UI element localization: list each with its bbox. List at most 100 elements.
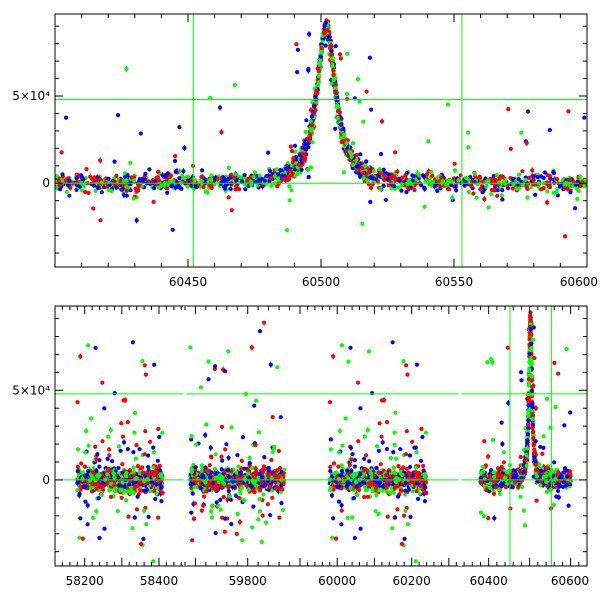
data-point (330, 56, 335, 62)
data-point (58, 183, 63, 188)
data-point (185, 174, 191, 179)
data-point (456, 178, 461, 183)
data-point (419, 484, 424, 489)
data-point (350, 515, 355, 520)
data-point (337, 52, 343, 57)
data-point (257, 509, 263, 514)
data-point (419, 426, 424, 431)
data-point (116, 475, 121, 480)
data-point (158, 184, 163, 189)
data-point (413, 465, 418, 470)
data-point (207, 463, 212, 468)
data-point (230, 479, 236, 484)
data-point (138, 488, 144, 493)
data-point (279, 483, 284, 488)
data-point (327, 400, 333, 405)
data-point (412, 187, 417, 193)
data-point (362, 484, 367, 489)
data-point (236, 464, 241, 469)
data-point (385, 177, 390, 182)
data-point (420, 434, 425, 440)
data-point (352, 464, 357, 469)
data-point (200, 465, 205, 470)
data-point (362, 456, 367, 461)
data-point (525, 109, 531, 114)
data-point (310, 123, 315, 128)
data-point (218, 507, 223, 512)
data-point (333, 536, 339, 541)
data-point (531, 174, 536, 179)
data-point (246, 471, 251, 476)
data-point (374, 480, 379, 485)
data-point (93, 178, 98, 183)
data-point (257, 173, 262, 178)
data-point (95, 291, 99, 295)
data-point (340, 443, 345, 448)
data-point (250, 525, 255, 530)
data-point (314, 91, 319, 96)
data-point (193, 465, 198, 470)
data-point (567, 177, 573, 182)
data-point (192, 501, 198, 506)
data-point (414, 362, 419, 367)
data-point (235, 511, 240, 516)
data-point (511, 182, 516, 187)
data-point (229, 468, 234, 474)
data-point (413, 559, 418, 564)
data-point (452, 161, 457, 166)
data-point (245, 468, 250, 473)
data-point (315, 83, 320, 88)
data-point (227, 475, 232, 480)
data-point (158, 472, 163, 477)
data-point (128, 160, 133, 165)
data-point (378, 186, 383, 192)
data-point (399, 541, 405, 547)
data-point (107, 447, 112, 452)
data-point (385, 514, 390, 519)
x-tick-label: 60450 (169, 275, 207, 289)
data-point (472, 171, 477, 176)
data-point (316, 68, 321, 73)
data-point (76, 479, 81, 485)
data-point (225, 177, 230, 182)
data-point (173, 154, 178, 159)
data-point (404, 363, 409, 368)
data-point (188, 482, 193, 487)
data-point (229, 425, 234, 430)
data-point (401, 359, 406, 364)
data-point (411, 477, 417, 482)
data-point (339, 522, 344, 527)
data-point (382, 173, 387, 178)
data-point (379, 434, 384, 439)
data-point (414, 489, 419, 494)
data-point (545, 189, 550, 194)
data-point (453, 184, 458, 190)
data-point (128, 491, 133, 496)
data-point (229, 172, 234, 177)
data-point (77, 184, 82, 189)
data-point (416, 476, 421, 481)
data-point (163, 174, 168, 179)
data-point (209, 173, 214, 178)
data-point (472, 180, 477, 185)
data-point (133, 483, 138, 489)
data-point (156, 479, 161, 484)
data-point (309, 165, 314, 170)
data-point (376, 448, 381, 453)
data-point (484, 184, 489, 189)
data-point (410, 178, 415, 184)
data-point (339, 508, 344, 513)
data-point (91, 475, 96, 481)
data-point (408, 464, 413, 470)
data-point (346, 359, 351, 364)
data-point (500, 197, 505, 202)
data-point (429, 183, 434, 188)
data-point (328, 447, 333, 452)
data-point (506, 107, 511, 112)
data-point (351, 496, 357, 501)
top-data-points (55, 18, 587, 239)
data-point (262, 178, 267, 183)
data-point (551, 169, 556, 175)
data-point (329, 48, 334, 54)
data-point (93, 444, 98, 449)
